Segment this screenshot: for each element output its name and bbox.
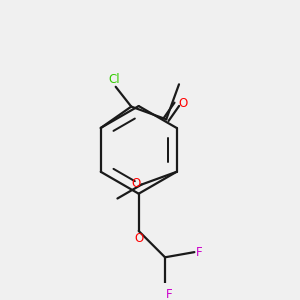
Text: O: O bbox=[134, 232, 143, 245]
Text: O: O bbox=[131, 177, 140, 190]
Text: Cl: Cl bbox=[109, 73, 120, 86]
Text: F: F bbox=[196, 246, 202, 259]
Text: F: F bbox=[166, 288, 173, 300]
Text: O: O bbox=[178, 97, 188, 110]
